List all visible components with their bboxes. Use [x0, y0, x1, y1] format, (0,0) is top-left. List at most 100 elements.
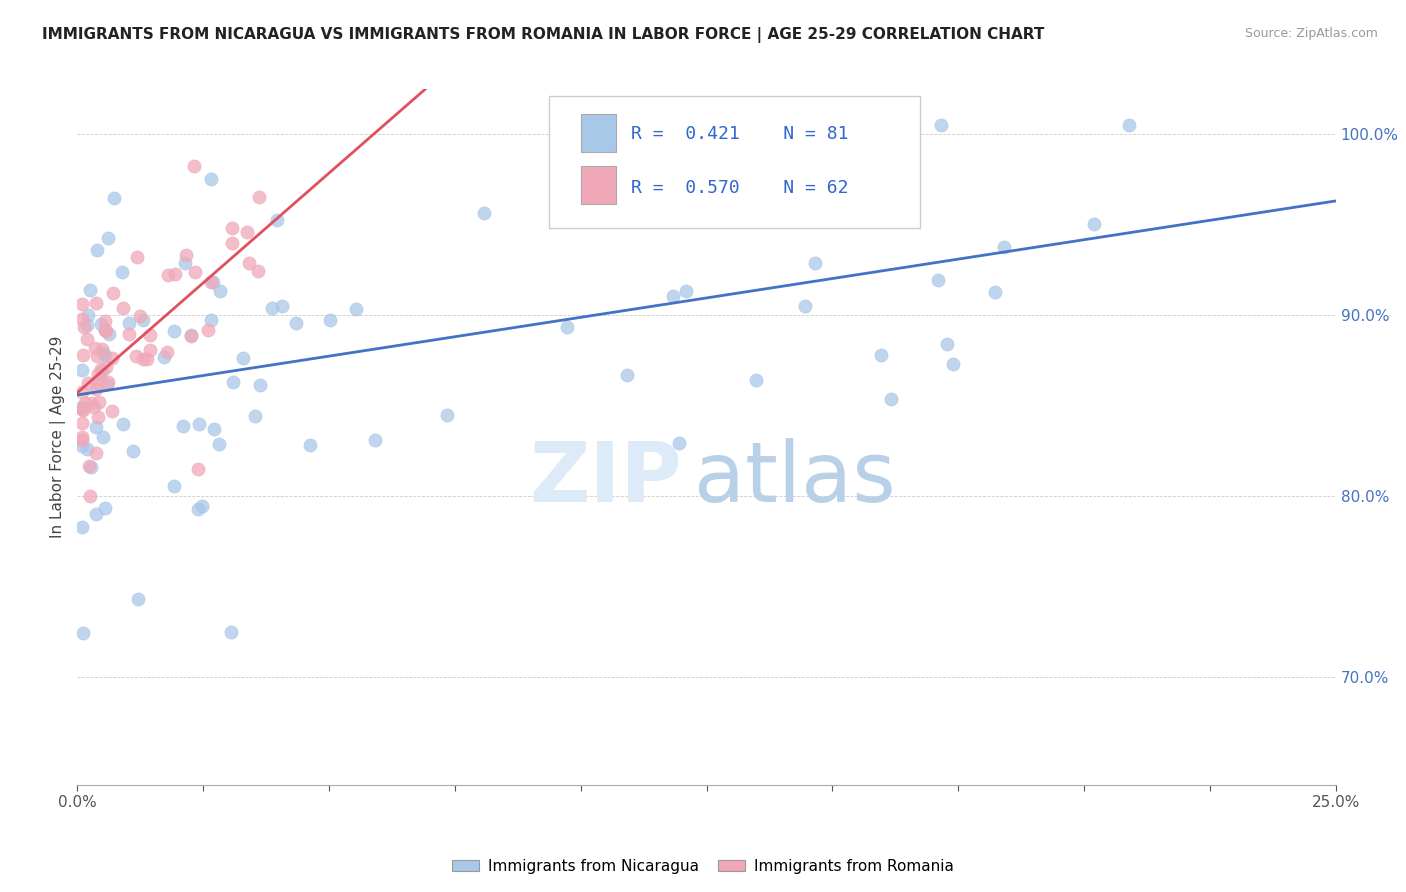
Y-axis label: In Labor Force | Age 25-29: In Labor Force | Age 25-29	[51, 336, 66, 538]
Point	[187, 417, 209, 431]
Point	[247, 263, 270, 277]
Point	[184, 265, 207, 279]
Point	[163, 324, 186, 338]
Point	[174, 248, 197, 262]
Text: R =  0.421    N = 81: R = 0.421 N = 81	[631, 125, 848, 143]
Point	[299, 438, 322, 452]
Point	[129, 309, 152, 323]
Point	[879, 392, 901, 406]
Point	[180, 328, 202, 343]
Point	[132, 352, 155, 367]
Point	[84, 342, 107, 356]
Point	[187, 502, 209, 516]
Point	[72, 416, 94, 430]
Point	[221, 236, 243, 251]
Point	[86, 367, 108, 381]
Point	[942, 357, 965, 371]
Point	[93, 430, 115, 444]
Point	[72, 439, 94, 453]
Point	[72, 348, 94, 362]
Point	[73, 320, 96, 334]
Point	[1118, 119, 1140, 133]
Point	[72, 363, 94, 377]
Point	[94, 314, 117, 328]
Point	[73, 396, 96, 410]
Point	[90, 318, 112, 332]
Point	[172, 418, 194, 433]
Point	[125, 250, 148, 264]
Point	[661, 288, 683, 302]
Point	[98, 326, 121, 341]
Point	[94, 323, 117, 337]
Point	[72, 385, 94, 400]
Point	[72, 400, 94, 414]
Point	[72, 433, 94, 447]
Point	[344, 301, 367, 316]
Point	[271, 299, 294, 313]
Point	[201, 275, 224, 289]
Point	[869, 348, 891, 362]
Point	[191, 500, 214, 514]
Point	[76, 442, 98, 456]
Point	[221, 221, 243, 235]
Point	[675, 284, 697, 298]
Point	[582, 190, 605, 204]
Point	[319, 313, 342, 327]
Point	[118, 316, 141, 330]
Point	[91, 346, 114, 360]
Point	[72, 402, 94, 417]
Point	[266, 213, 288, 227]
Point	[72, 403, 94, 417]
Point	[100, 404, 122, 418]
Point	[156, 345, 179, 359]
Point	[202, 422, 225, 436]
Point	[93, 500, 115, 515]
Point	[87, 376, 110, 390]
Text: Source: ZipAtlas.com: Source: ZipAtlas.com	[1244, 27, 1378, 40]
Point	[76, 318, 98, 333]
Text: ZIP: ZIP	[529, 438, 682, 519]
Point	[132, 313, 155, 327]
Point	[249, 377, 271, 392]
Point	[364, 433, 387, 447]
Point	[180, 327, 202, 342]
Point	[929, 119, 952, 133]
Point	[232, 351, 254, 366]
Point	[122, 444, 145, 458]
Point	[83, 400, 105, 414]
Point	[236, 226, 259, 240]
Text: atlas: atlas	[695, 438, 896, 519]
Point	[174, 256, 197, 270]
Point	[77, 376, 100, 391]
Point	[84, 507, 107, 521]
FancyBboxPatch shape	[581, 166, 616, 204]
Point	[86, 349, 108, 363]
Point	[91, 342, 114, 356]
Text: R =  0.570    N = 62: R = 0.570 N = 62	[631, 179, 848, 197]
Point	[200, 171, 222, 186]
Text: IMMIGRANTS FROM NICARAGUA VS IMMIGRANTS FROM ROMANIA IN LABOR FORCE | AGE 25-29 : IMMIGRANTS FROM NICARAGUA VS IMMIGRANTS …	[42, 27, 1045, 43]
Legend: Immigrants from Nicaragua, Immigrants from Romania: Immigrants from Nicaragua, Immigrants fr…	[446, 853, 960, 880]
Point	[200, 275, 222, 289]
Point	[616, 368, 638, 382]
Point	[935, 337, 957, 351]
Point	[125, 349, 148, 363]
Point	[72, 626, 94, 640]
Point	[111, 265, 134, 279]
Point	[90, 361, 112, 376]
Point	[79, 489, 101, 503]
Point	[127, 592, 149, 607]
Point	[72, 312, 94, 326]
Point	[76, 332, 98, 346]
Point	[112, 417, 135, 431]
Point	[76, 308, 98, 322]
Point	[1083, 217, 1105, 231]
Point	[238, 256, 260, 270]
Point	[72, 297, 94, 311]
Point	[247, 190, 270, 204]
Point	[111, 301, 134, 316]
Point	[868, 119, 890, 133]
Point	[94, 348, 117, 362]
Point	[668, 435, 690, 450]
Point	[474, 206, 496, 220]
